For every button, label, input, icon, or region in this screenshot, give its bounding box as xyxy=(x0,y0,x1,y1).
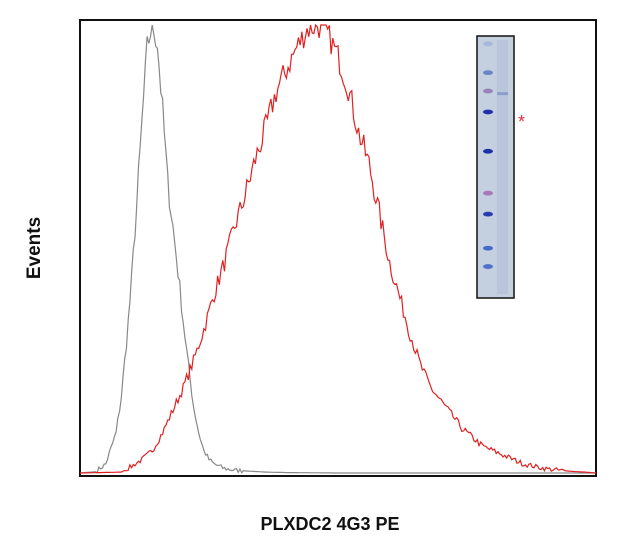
histogram-line-red xyxy=(80,23,597,474)
x-axis-title: PLXDC2 4G3 PE xyxy=(260,514,399,534)
blot-membrane xyxy=(476,35,515,299)
series-layer xyxy=(79,23,597,474)
ladder-band-2 xyxy=(483,70,493,76)
ladder-band-1 xyxy=(483,41,493,47)
sample-band xyxy=(497,92,508,96)
ladder-band-4 xyxy=(483,109,493,115)
ladder-band-5 xyxy=(483,148,493,154)
ladder-band-8 xyxy=(483,245,493,251)
ladder-band-3 xyxy=(483,88,493,94)
blot-star-marker: * xyxy=(518,112,525,132)
ladder-band-9 xyxy=(483,264,493,269)
plot-frame xyxy=(79,19,597,477)
y-axis-title: Events xyxy=(24,217,45,279)
western-blot-inset: * xyxy=(476,35,525,299)
sample-lane xyxy=(497,40,508,294)
blot-bands xyxy=(483,40,508,294)
ladder-band-6 xyxy=(483,190,493,196)
histogram-line-gray xyxy=(79,24,596,474)
ladder-band-7 xyxy=(483,211,493,217)
